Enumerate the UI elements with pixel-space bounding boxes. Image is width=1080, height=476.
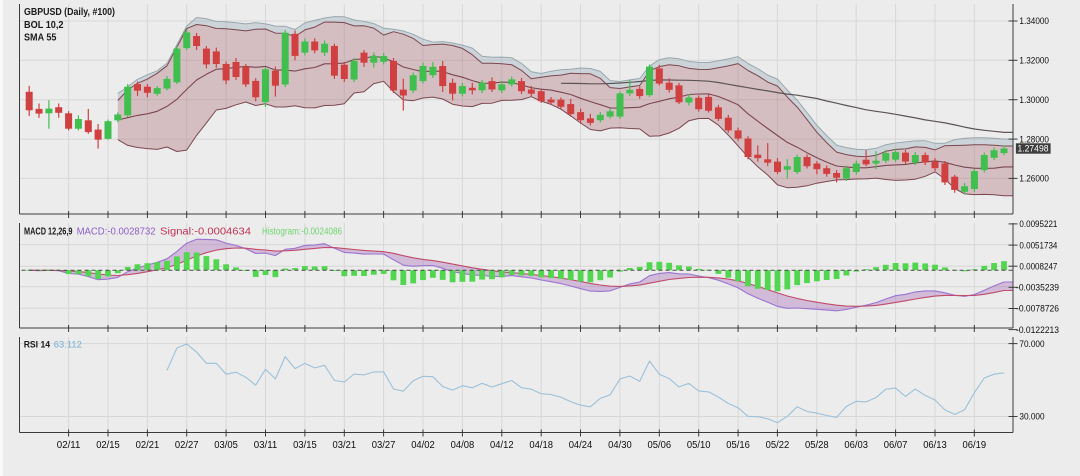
svg-text:03/27: 03/27 bbox=[372, 440, 396, 451]
svg-text:05/16: 05/16 bbox=[726, 440, 750, 451]
svg-text:0.0051734: 0.0051734 bbox=[1019, 240, 1057, 251]
svg-text:02/27: 02/27 bbox=[175, 440, 199, 451]
svg-text:SMA 55: SMA 55 bbox=[24, 32, 57, 44]
svg-text:04/30: 04/30 bbox=[608, 440, 632, 451]
svg-text:1.28000: 1.28000 bbox=[1019, 134, 1049, 145]
svg-text:0.0008247: 0.0008247 bbox=[1019, 261, 1057, 272]
svg-text:Signal:-0.0004634: Signal:-0.0004634 bbox=[160, 227, 251, 238]
svg-text:04/24: 04/24 bbox=[569, 440, 593, 451]
svg-text:03/21: 03/21 bbox=[333, 440, 357, 451]
svg-text:1.34000: 1.34000 bbox=[1019, 16, 1049, 27]
svg-text:RSI 14: RSI 14 bbox=[24, 339, 51, 350]
svg-text:05/10: 05/10 bbox=[687, 440, 711, 451]
svg-text:1.27498: 1.27498 bbox=[1018, 144, 1049, 154]
svg-text:05/28: 05/28 bbox=[805, 440, 829, 451]
svg-text:0.0095221: 0.0095221 bbox=[1019, 219, 1057, 230]
svg-text:1.32000: 1.32000 bbox=[1019, 56, 1049, 67]
svg-text:05/06: 05/06 bbox=[648, 440, 672, 451]
svg-text:04/12: 04/12 bbox=[490, 440, 514, 451]
svg-text:70.000: 70.000 bbox=[1019, 339, 1044, 350]
svg-text:-0.0035239: -0.0035239 bbox=[1016, 283, 1059, 294]
svg-text:03/15: 03/15 bbox=[293, 440, 317, 451]
svg-text:1.26000: 1.26000 bbox=[1019, 174, 1049, 185]
svg-text:-0.0122213: -0.0122213 bbox=[1016, 325, 1059, 336]
svg-text:MACD:-0.0028732: MACD:-0.0028732 bbox=[77, 227, 156, 238]
svg-text:30.000: 30.000 bbox=[1019, 412, 1044, 423]
svg-text:02/21: 02/21 bbox=[136, 440, 160, 451]
svg-text:GBPUSD (Daily, #100): GBPUSD (Daily, #100) bbox=[24, 6, 115, 18]
svg-text:BOL 10,2: BOL 10,2 bbox=[24, 19, 64, 31]
svg-text:06/13: 06/13 bbox=[923, 440, 947, 451]
svg-text:02/11: 02/11 bbox=[57, 440, 81, 451]
svg-text:06/19: 06/19 bbox=[963, 440, 987, 451]
svg-text:02/15: 02/15 bbox=[96, 440, 120, 451]
svg-text:MACD 12,26,9: MACD 12,26,9 bbox=[24, 227, 73, 238]
svg-text:03/11: 03/11 bbox=[254, 440, 278, 451]
svg-text:06/03: 06/03 bbox=[844, 440, 868, 451]
svg-text:1.30000: 1.30000 bbox=[1019, 95, 1049, 106]
svg-text:63.112: 63.112 bbox=[54, 339, 82, 350]
svg-text:04/08: 04/08 bbox=[451, 440, 475, 451]
svg-text:04/18: 04/18 bbox=[529, 440, 553, 451]
svg-text:05/22: 05/22 bbox=[766, 440, 790, 451]
svg-text:03/05: 03/05 bbox=[214, 440, 238, 451]
svg-text:Histogram:-0.0024086: Histogram:-0.0024086 bbox=[262, 227, 342, 238]
svg-text:06/07: 06/07 bbox=[884, 440, 908, 451]
svg-text:-0.0078726: -0.0078726 bbox=[1016, 304, 1059, 315]
svg-text:04/02: 04/02 bbox=[411, 440, 435, 451]
